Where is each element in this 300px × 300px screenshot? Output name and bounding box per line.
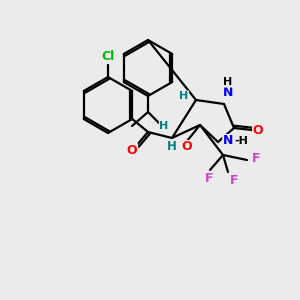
Text: H: H: [179, 91, 189, 101]
Text: O: O: [182, 140, 192, 154]
Text: N: N: [223, 134, 233, 148]
Text: H: H: [167, 140, 177, 154]
Text: H: H: [159, 121, 169, 131]
Text: F: F: [252, 152, 260, 166]
Text: F: F: [205, 172, 213, 184]
Text: -H: -H: [234, 136, 248, 146]
Text: O: O: [253, 124, 263, 136]
Text: N: N: [223, 85, 233, 98]
Text: F: F: [230, 173, 238, 187]
Text: Cl: Cl: [101, 50, 115, 64]
Text: O: O: [127, 143, 137, 157]
Text: H: H: [224, 77, 232, 87]
